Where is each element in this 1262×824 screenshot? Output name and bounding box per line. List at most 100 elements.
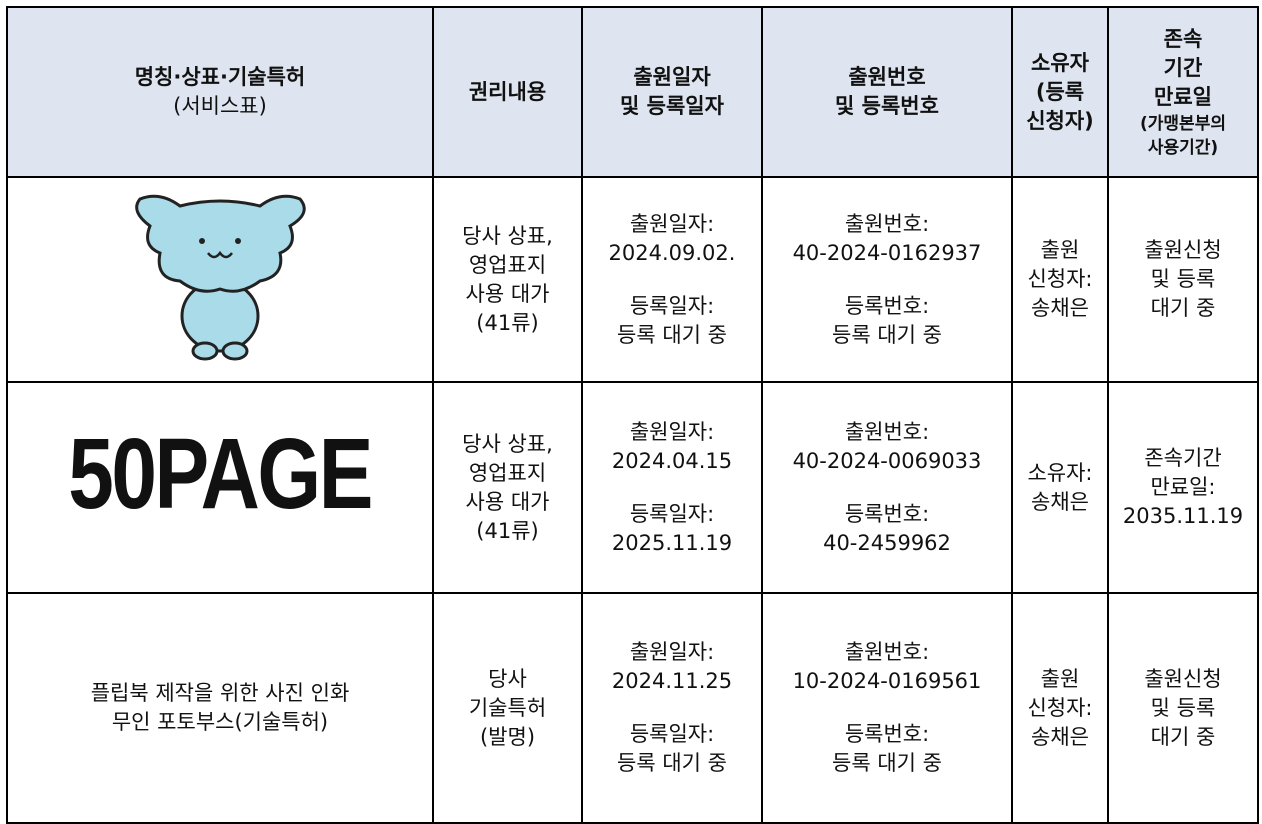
text-line: 2024.09.02. <box>608 240 736 265</box>
table-row: 당사 상표, 영업표지 사용 대가 (41류) 출원일자: 2024.09.02. 등록일자… <box>6 176 1259 383</box>
header-cell: 명칭·상표·기술특허 (서비스표) <box>6 6 434 178</box>
text-line: 40-2024-0069033 <box>792 448 982 473</box>
text-line: 사용 대가 <box>465 281 550 306</box>
dates-cell: 출원일자: 2024.11.25 등록일자: 등록 대기 중 <box>581 592 763 824</box>
text-line: 송채은 <box>1031 296 1089 320</box>
text-line: 출원 <box>1040 666 1080 691</box>
text-line: 명칭·상표·기술특허 <box>134 65 306 89</box>
text-line: 등록번호: <box>844 722 930 746</box>
text-line: (41류) <box>476 310 539 335</box>
text-line: 대기 중 <box>1150 296 1216 320</box>
text-line: 등록일자: <box>629 722 715 746</box>
logo-text: 50PAGE <box>68 417 374 530</box>
text-line: 2024.11.25 <box>611 669 733 693</box>
text-group: 등록번호: 등록 대기 중 <box>763 292 1011 350</box>
trademark-table: 명칭·상표·기술특허 (서비스표) 권리내용 출원일자 및 등록일자 출원번호 및 등록번호… <box>6 6 1259 824</box>
dates-cell: 출원일자: 2024.04.15 등록일자: 2025.11.19 <box>581 381 763 594</box>
text-line: 10-2024-0169561 <box>792 669 982 693</box>
text-line: 등록번호: <box>844 501 930 526</box>
text-line: 등록 대기 중 <box>617 322 727 347</box>
text-line: 출원번호: <box>844 211 930 236</box>
text-group: 등록번호: 40-2459962 <box>763 500 1011 558</box>
text-group: 출원번호: 10-2024-0169561 <box>763 638 1011 696</box>
text-line: 40-2024-0162937 <box>792 240 982 265</box>
text-line: 신청자: <box>1027 695 1093 720</box>
text-line: 당사 상표, <box>462 431 553 456</box>
text-line: 출원번호: <box>844 419 930 444</box>
text-line: (서비스표) <box>173 94 267 118</box>
text-line: 및 등록 <box>1150 695 1216 720</box>
text-group: 출원번호: 40-2024-0162937 <box>763 210 1011 268</box>
text-line: 2025.11.19 <box>611 530 733 555</box>
term-cell: 존속기간 만료일: 2035.11.19 <box>1107 381 1259 594</box>
text-line: 및 등록 <box>1150 267 1216 291</box>
text-line: (등록 <box>1035 79 1085 104</box>
numbers-cell: 출원번호: 10-2024-0169561 등록번호: 등록 대기 중 <box>761 592 1013 824</box>
text-line: 신청자: <box>1027 267 1093 291</box>
text-line: 출원번호: <box>844 640 930 664</box>
rights-cell: 당사 기술특허 (발명) <box>432 592 583 824</box>
text-line: 송채은 <box>1031 724 1089 749</box>
text-line: 존속 <box>1163 26 1203 51</box>
text-line: 사용 대가 <box>465 489 550 514</box>
text-line: 당사 <box>488 666 527 691</box>
dates-cell: 출원일자: 2024.09.02. 등록일자: 등록 대기 중 <box>581 176 763 383</box>
text-line: 출원일자: <box>629 211 715 236</box>
text-line: 소유자 <box>1031 50 1089 75</box>
text-line: (발명) <box>479 724 536 749</box>
text-line: 등록 대기 중 <box>617 751 727 775</box>
text-line: 등록 대기 중 <box>832 322 942 347</box>
text-line: 영업표지 <box>468 460 547 485</box>
owner-cell: 소유자: 송채은 <box>1011 381 1109 594</box>
numbers-cell: 출원번호: 40-2024-0162937 등록번호: 등록 대기 중 <box>761 176 1013 383</box>
header-cell: 권리내용 <box>432 6 583 178</box>
text-line: 만료일: <box>1150 475 1216 499</box>
mark-cell <box>6 176 434 383</box>
text-line: 권리내용 <box>468 79 547 104</box>
text-line: (가맹본부의 <box>1140 113 1226 134</box>
text-line: 40-2459962 <box>823 530 951 555</box>
text-line: 등록번호: <box>844 293 930 318</box>
text-line: 존속기간 <box>1144 446 1222 470</box>
text-line: 등록일자: <box>629 293 715 318</box>
text-line: 신청자) <box>1026 108 1094 133</box>
text-line: 만료일 <box>1154 84 1212 109</box>
text-line: 출원신청 <box>1144 666 1222 691</box>
table-row: 플립북 제작을 위한 사진 인화 무인 포토부스(기술특허) 당사 기술특허 (발명) 출… <box>6 592 1259 824</box>
header-cell: 출원번호 및 등록번호 <box>761 6 1013 178</box>
text-group: 등록번호: 등록 대기 중 <box>763 720 1011 778</box>
text-line: (41류) <box>476 518 539 543</box>
text-line: 송채은 <box>1031 489 1089 514</box>
text-line: 2024.04.15 <box>611 448 733 473</box>
text-line: 출원 <box>1040 238 1080 262</box>
text-line: 영업표지 <box>468 252 547 277</box>
text-group: 출원일자: 2024.09.02. <box>583 210 761 268</box>
text-line: 기간 <box>1163 55 1203 80</box>
text-line: 무인 포토부스(기술특허) <box>111 710 329 734</box>
text-line: 출원신청 <box>1144 238 1222 262</box>
header-cell: 출원일자 및 등록일자 <box>581 6 763 178</box>
text-group: 출원일자: 2024.04.15 <box>583 418 761 476</box>
text-line: 소유자: <box>1027 460 1093 485</box>
mascot-image <box>135 194 306 360</box>
mark-cell: 50PAGE <box>6 381 434 594</box>
text-group: 등록일자: 등록 대기 중 <box>583 720 761 778</box>
text-line: 사용기간) <box>1147 137 1219 158</box>
text-line: 등록일자: <box>629 501 715 526</box>
text-line: 출원일자 <box>633 65 711 89</box>
text-line: 및 등록번호 <box>835 94 939 118</box>
header-row: 명칭·상표·기술특허 (서비스표) 권리내용 출원일자 및 등록일자 출원번호 및 등록번호… <box>6 6 1259 178</box>
text-line: 출원일자: <box>629 419 715 444</box>
text-line: 플립북 제작을 위한 사진 인화 <box>90 681 350 705</box>
text-line: 대기 중 <box>1150 724 1216 749</box>
text-group: 출원번호: 40-2024-0069033 <box>763 418 1011 476</box>
